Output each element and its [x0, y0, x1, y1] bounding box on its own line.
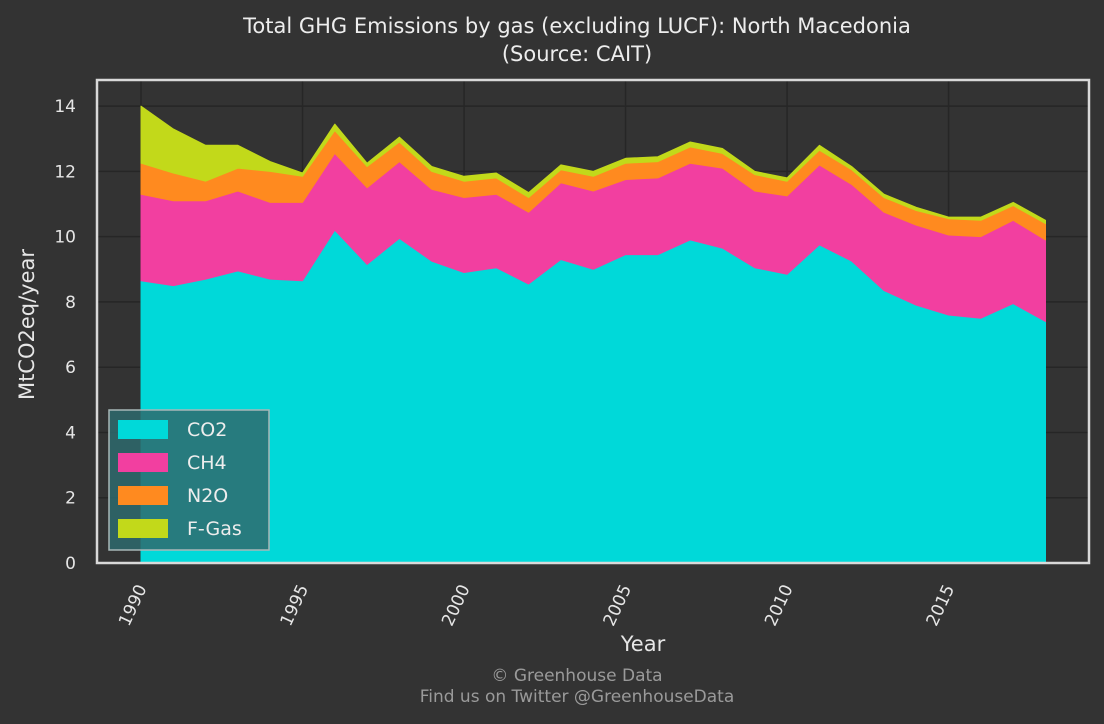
footer-twitter: Find us on Twitter @GreenhouseData	[419, 687, 735, 707]
title-line-1: Total GHG Emissions by gas (excluding LU…	[243, 14, 911, 38]
x-tick-label: 2005	[600, 582, 636, 630]
footer: © Greenhouse Data Find us on Twitter @Gr…	[0, 666, 1104, 708]
y-tick-label: 10	[54, 228, 76, 248]
x-tick-label: 1990	[115, 582, 151, 630]
title-line-2: (Source: CAIT)	[501, 42, 653, 66]
footer-credit: © Greenhouse Data	[491, 666, 663, 686]
y-tick-label: 12	[54, 162, 76, 182]
y-tick-label: 14	[54, 97, 76, 117]
y-tick-label: 2	[65, 489, 76, 509]
plot-frame	[95, 78, 1091, 565]
x-tick-label: 1995	[277, 582, 313, 630]
y-tick-label: 6	[65, 358, 76, 378]
legend-swatch-co2	[118, 420, 168, 439]
legend-swatch-n2o	[118, 486, 168, 505]
y-tick-label: 4	[65, 423, 76, 443]
y-axis-label: MtCO2eq/year	[15, 249, 39, 400]
legend-label-ch4: CH4	[187, 452, 227, 474]
legend-label-co2: CO2	[187, 419, 227, 441]
legend-label-f-gas: F-Gas	[187, 518, 242, 540]
x-tick-label: 2015	[923, 582, 959, 630]
x-tick-label: 2000	[438, 582, 474, 630]
legend-swatch-ch4	[118, 453, 168, 472]
chart-title: Total GHG Emissions by gas (excluding LU…	[0, 12, 1104, 68]
legend-label-n2o: N2O	[187, 485, 228, 507]
y-tick-label: 8	[65, 293, 76, 313]
y-tick-label: 0	[65, 554, 76, 574]
x-axis-label: Year	[620, 632, 666, 656]
area-f-gas	[140, 105, 1046, 225]
legend-swatch-f-gas	[118, 519, 168, 538]
x-tick-label: 2010	[761, 582, 797, 630]
